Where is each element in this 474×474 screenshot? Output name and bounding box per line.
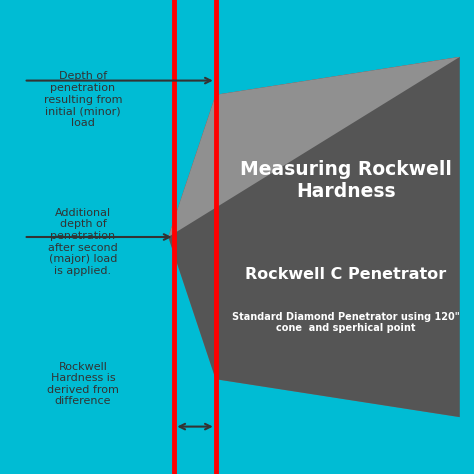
Polygon shape [168,57,460,237]
Polygon shape [168,237,460,417]
Text: Depth of
penetration
resulting from
initial (minor)
load: Depth of penetration resulting from init… [44,72,122,128]
Text: Additional
depth of
penetration
after second
(major) load
is applied.: Additional depth of penetration after se… [48,208,118,276]
Text: Standard Diamond Penetrator using 120"
cone  and sperhical point: Standard Diamond Penetrator using 120" c… [232,311,460,333]
Polygon shape [168,57,460,237]
Polygon shape [168,57,460,417]
Text: Rockwell
Hardness is
derived from
difference: Rockwell Hardness is derived from differ… [47,362,119,406]
Text: Rockwell C Penetrator: Rockwell C Penetrator [246,267,447,283]
Text: Measuring Rockwell
Hardness: Measuring Rockwell Hardness [240,160,452,201]
